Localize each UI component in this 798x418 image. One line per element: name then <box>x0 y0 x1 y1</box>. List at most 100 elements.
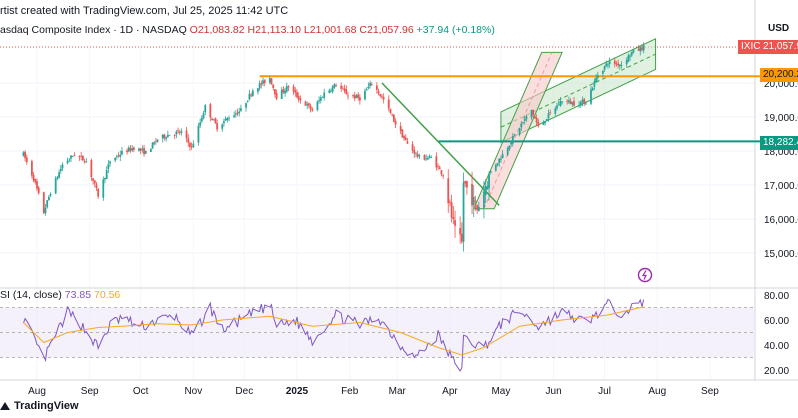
candle-body <box>46 200 49 208</box>
candle <box>143 144 145 157</box>
candle-body <box>102 179 105 198</box>
candle-body <box>161 134 164 139</box>
candle <box>92 178 94 185</box>
candle <box>556 102 558 111</box>
candle <box>226 116 229 123</box>
candle <box>641 44 643 52</box>
candle <box>114 157 117 163</box>
candle <box>204 103 207 116</box>
candle-body <box>214 118 217 124</box>
candle-body <box>556 105 558 109</box>
candle <box>525 114 528 122</box>
candle-body <box>471 183 473 206</box>
currency-label: USD <box>768 23 790 34</box>
candle-body <box>571 102 574 105</box>
candle <box>138 147 140 152</box>
candle-body <box>559 101 562 106</box>
time-tick-label: Aug <box>28 386 46 397</box>
candle-body <box>549 112 552 113</box>
candle <box>442 173 445 179</box>
candle-body <box>299 98 302 101</box>
candle-body <box>508 145 511 149</box>
candle <box>323 88 326 101</box>
candle <box>306 101 309 110</box>
candle-body <box>608 61 611 65</box>
candle-body <box>345 89 348 95</box>
candle-body <box>411 144 414 151</box>
candle-body <box>127 147 130 152</box>
price-tick-label: 15,000.00 <box>764 249 798 260</box>
candle <box>175 129 178 139</box>
candle <box>173 134 176 140</box>
price-tick-label: 17,000.00 <box>764 181 798 192</box>
candle <box>358 94 361 105</box>
candle <box>411 140 414 154</box>
candle-body <box>32 174 35 181</box>
candle <box>377 88 380 96</box>
candle-body <box>442 175 445 177</box>
candle <box>311 107 314 112</box>
candle <box>104 177 106 184</box>
candle-body <box>173 135 176 136</box>
candle <box>49 192 52 198</box>
candle-body <box>270 78 273 85</box>
candle <box>234 110 237 118</box>
candle-body <box>85 161 88 163</box>
candle <box>246 100 249 103</box>
candle <box>257 87 259 95</box>
candle-body <box>352 95 354 97</box>
candle <box>454 210 456 238</box>
candle-body <box>428 156 431 158</box>
alert-icon[interactable] <box>637 267 653 283</box>
candle-body <box>251 90 254 96</box>
tradingview-logo: TradingView <box>0 400 79 412</box>
candle-body <box>601 70 604 74</box>
candle <box>250 92 253 98</box>
candle <box>37 185 40 195</box>
candle <box>321 96 324 99</box>
publisher-line: rtist created with TradingView.com, Jul … <box>0 5 289 17</box>
candle-body <box>70 155 72 159</box>
candle <box>318 96 320 104</box>
candle-body <box>617 63 620 66</box>
symbol-legend[interactable]: asdaq Composite Index · 1D · NASDAQ O21,… <box>0 24 495 36</box>
rsi-legend[interactable]: SI (14, close) 73.85 70.56 <box>0 289 120 301</box>
candle <box>437 163 439 171</box>
candle <box>59 164 62 174</box>
candle-body <box>578 104 580 106</box>
candle-body <box>613 60 616 65</box>
candle-body <box>330 90 332 92</box>
candle-body <box>22 152 25 156</box>
candle-body <box>341 88 344 90</box>
candle-body <box>632 49 635 53</box>
candle <box>415 152 417 158</box>
candle-body <box>189 142 191 148</box>
candle-body <box>294 90 297 93</box>
open-value: O21,083.82 <box>189 24 245 36</box>
teal-level-tag: 18,282.4 <box>760 136 798 150</box>
candle-body <box>323 92 326 98</box>
candle-body <box>460 233 463 242</box>
time-tick-label: Sep <box>701 386 719 397</box>
candle-body <box>494 165 497 171</box>
candle-body <box>285 86 288 92</box>
candle <box>353 91 356 102</box>
candle <box>166 130 169 138</box>
candle <box>466 180 468 195</box>
candle <box>192 140 195 148</box>
candle <box>561 101 563 105</box>
candle <box>355 93 358 99</box>
candle <box>185 126 188 143</box>
candle-body <box>423 155 426 160</box>
candle <box>212 118 215 121</box>
candle-body <box>584 103 587 105</box>
candle-body <box>149 148 152 153</box>
candle <box>190 142 193 150</box>
candle <box>340 82 343 93</box>
candle-body <box>144 150 147 154</box>
candle <box>200 115 203 124</box>
candle-body <box>250 94 253 96</box>
time-tick-label: May <box>491 386 510 397</box>
candle-body <box>404 137 407 141</box>
